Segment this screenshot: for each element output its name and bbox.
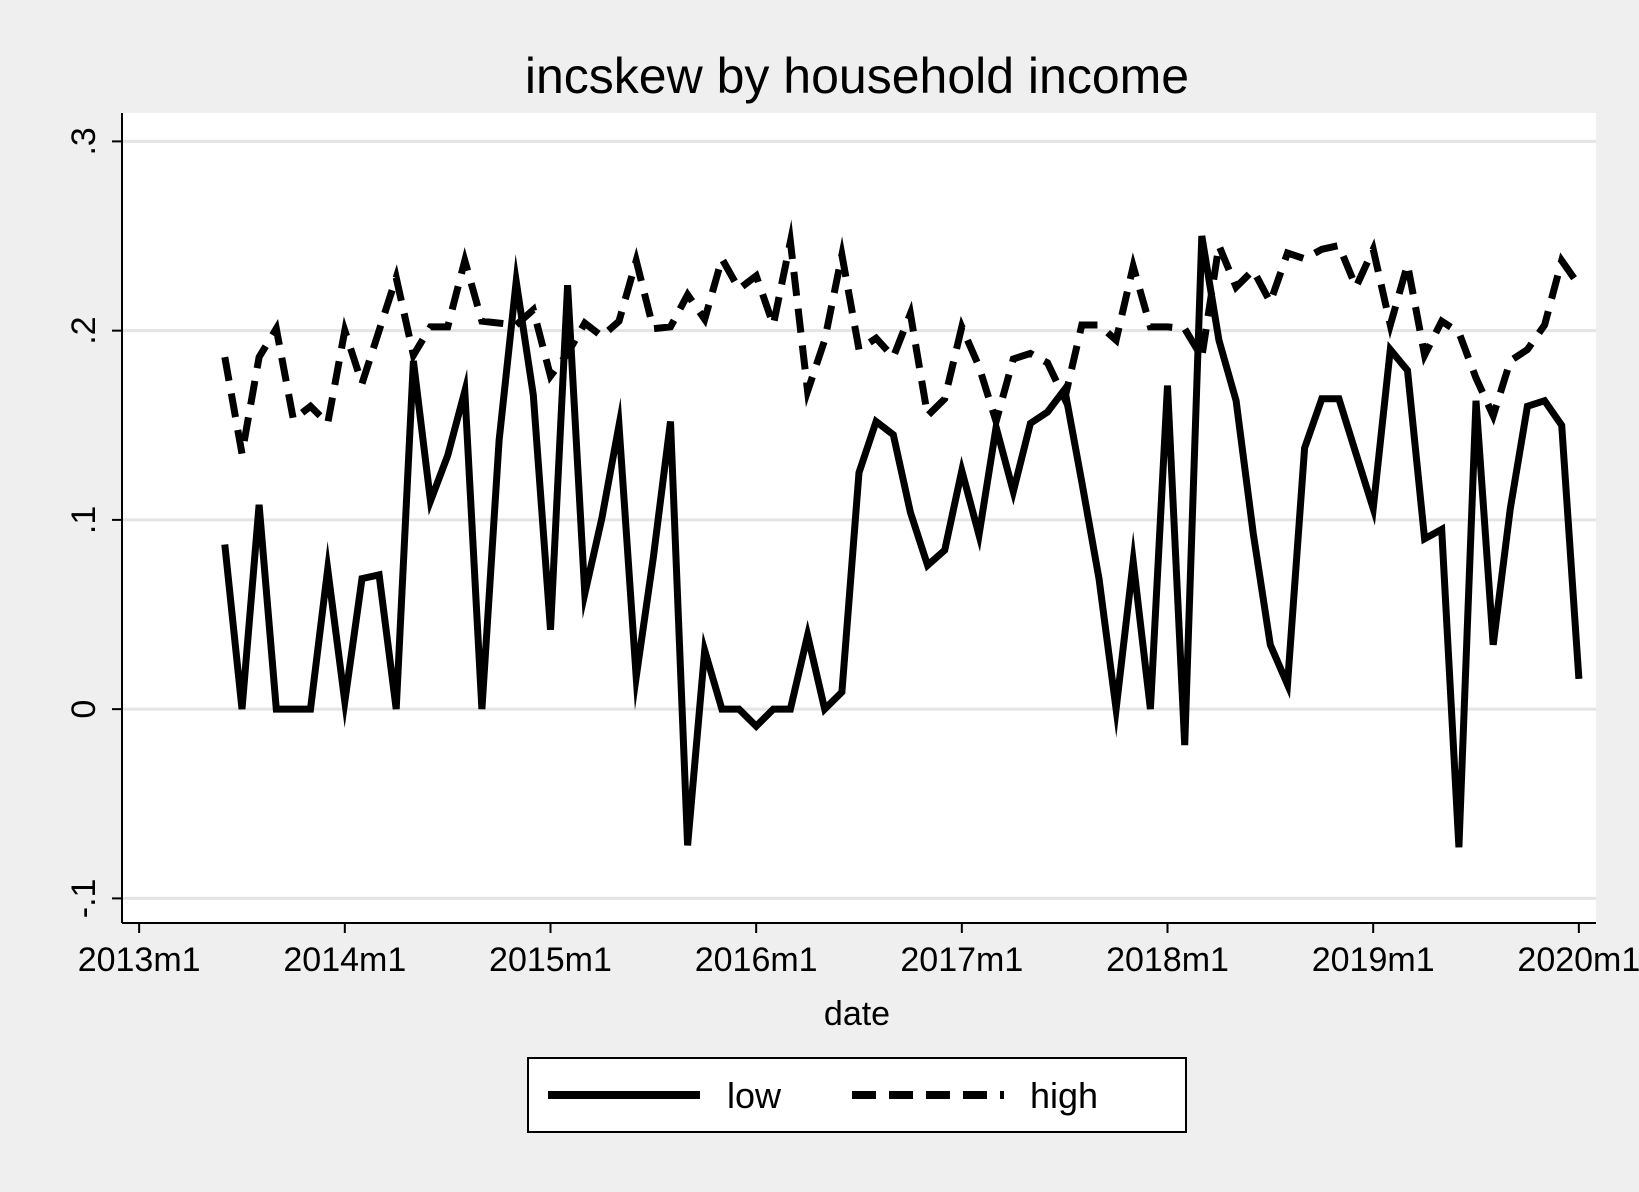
x-tick-label: 2018m1	[1106, 941, 1229, 979]
series-line-low	[221, 235, 1583, 848]
legend-label-high: high	[1030, 1075, 1098, 1116]
y-tick-label: .3	[65, 127, 103, 155]
x-tick-label: 2020m1	[1517, 941, 1639, 979]
plot-area	[122, 113, 1596, 923]
series-group	[221, 219, 1583, 848]
x-tick-label: 2019m1	[1312, 941, 1435, 979]
y-tick-label: .1	[65, 506, 103, 534]
legend: low high	[527, 1057, 1187, 1133]
x-tick-label: 2015m1	[489, 941, 612, 979]
y-tick-label: -.1	[65, 879, 103, 919]
y-tick-label: 0	[65, 700, 103, 719]
chart-title: incskew by household income	[525, 48, 1189, 104]
axes: -.1 0 .1 .2 .3 2013m1 2014m1 2015m1 2016m1 2017m1…	[65, 113, 1639, 979]
legend-label-low: low	[727, 1075, 782, 1116]
y-tick-label: .2	[65, 316, 103, 344]
x-tick-label: 2016m1	[695, 941, 818, 979]
x-axis-title: date	[824, 995, 890, 1033]
grid-lines	[122, 139, 1596, 900]
series-line-high	[221, 219, 1582, 474]
x-tick-label: 2014m1	[283, 941, 406, 979]
x-tick-label: 2013m1	[78, 941, 201, 979]
x-tick-label: 2017m1	[900, 941, 1023, 979]
